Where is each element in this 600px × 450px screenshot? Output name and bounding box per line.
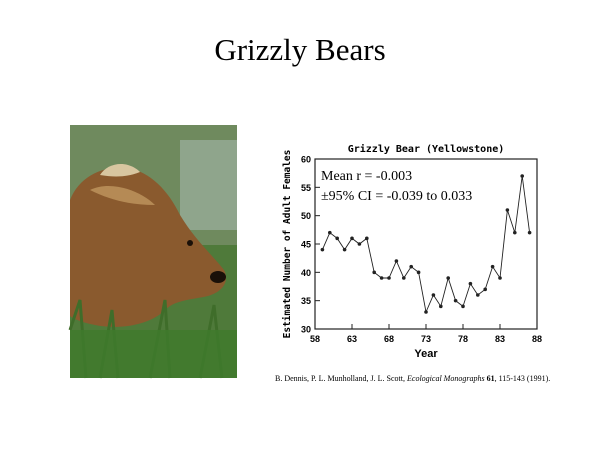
citation-volume: 61 bbox=[485, 374, 495, 383]
bear-photo bbox=[68, 125, 237, 379]
data-point bbox=[453, 298, 458, 303]
data-point bbox=[328, 230, 332, 235]
data-point bbox=[372, 270, 377, 275]
y-tick-label: 30 bbox=[301, 325, 311, 335]
citation-journal: Ecological Monographs bbox=[406, 374, 485, 383]
chart-title: Grizzly Bear (Yellowstone) bbox=[348, 143, 505, 155]
data-point bbox=[490, 264, 495, 269]
y-tick-label: 40 bbox=[301, 268, 311, 278]
data-point bbox=[461, 304, 465, 309]
x-tick-label: 58 bbox=[310, 334, 320, 344]
y-tick-label: 45 bbox=[301, 240, 311, 250]
y-axis-label: Estimated Number of Adult Females bbox=[282, 150, 293, 339]
data-point bbox=[402, 276, 406, 280]
data-point bbox=[513, 230, 517, 235]
data-point bbox=[527, 230, 532, 235]
data-point bbox=[498, 276, 502, 280]
citation: B. Dennis, P. L. Munholland, J. L. Scott… bbox=[275, 374, 550, 383]
data-point bbox=[357, 242, 362, 246]
citation-pages: , 115-143 (1991). bbox=[495, 374, 551, 383]
data-point bbox=[483, 287, 488, 292]
data-point bbox=[416, 270, 421, 275]
annotation: ±95% CI = -0.039 to 0.033 bbox=[321, 189, 472, 204]
y-tick-label: 35 bbox=[301, 296, 311, 306]
data-point bbox=[520, 174, 524, 178]
annotation: Mean r = -0.003 bbox=[321, 169, 412, 184]
slide-title: Grizzly Bears bbox=[214, 32, 385, 67]
data-point bbox=[342, 247, 347, 252]
data-point bbox=[409, 264, 414, 269]
data-point bbox=[365, 236, 369, 241]
data-point bbox=[394, 259, 399, 263]
data-point bbox=[468, 281, 473, 286]
x-tick-label: 63 bbox=[347, 334, 357, 344]
data-point bbox=[320, 247, 325, 252]
data-point bbox=[446, 276, 451, 280]
y-tick-label: 55 bbox=[301, 183, 311, 193]
data-point bbox=[431, 293, 436, 297]
x-axis-label: Year bbox=[414, 348, 438, 360]
data-point bbox=[439, 304, 443, 309]
y-tick-label: 60 bbox=[301, 155, 311, 165]
citation-authors: B. Dennis, P. L. Munholland, J. L. Scott… bbox=[275, 374, 407, 383]
y-tick-label: 50 bbox=[301, 211, 311, 221]
x-tick-label: 83 bbox=[495, 334, 505, 344]
data-point bbox=[387, 276, 391, 280]
chart: Grizzly Bear (Yellowstone) 30 35 40 45 50 55 60… bbox=[282, 143, 542, 360]
data-point bbox=[379, 276, 384, 280]
data-point bbox=[424, 310, 428, 314]
data-point bbox=[335, 236, 340, 241]
x-tick-label: 88 bbox=[532, 334, 542, 344]
x-tick-label: 78 bbox=[458, 334, 468, 344]
data-point bbox=[505, 208, 510, 212]
x-tick-label: 68 bbox=[384, 334, 394, 344]
data-point bbox=[476, 293, 480, 297]
x-tick-label: 73 bbox=[421, 334, 431, 344]
data-point bbox=[350, 236, 354, 241]
